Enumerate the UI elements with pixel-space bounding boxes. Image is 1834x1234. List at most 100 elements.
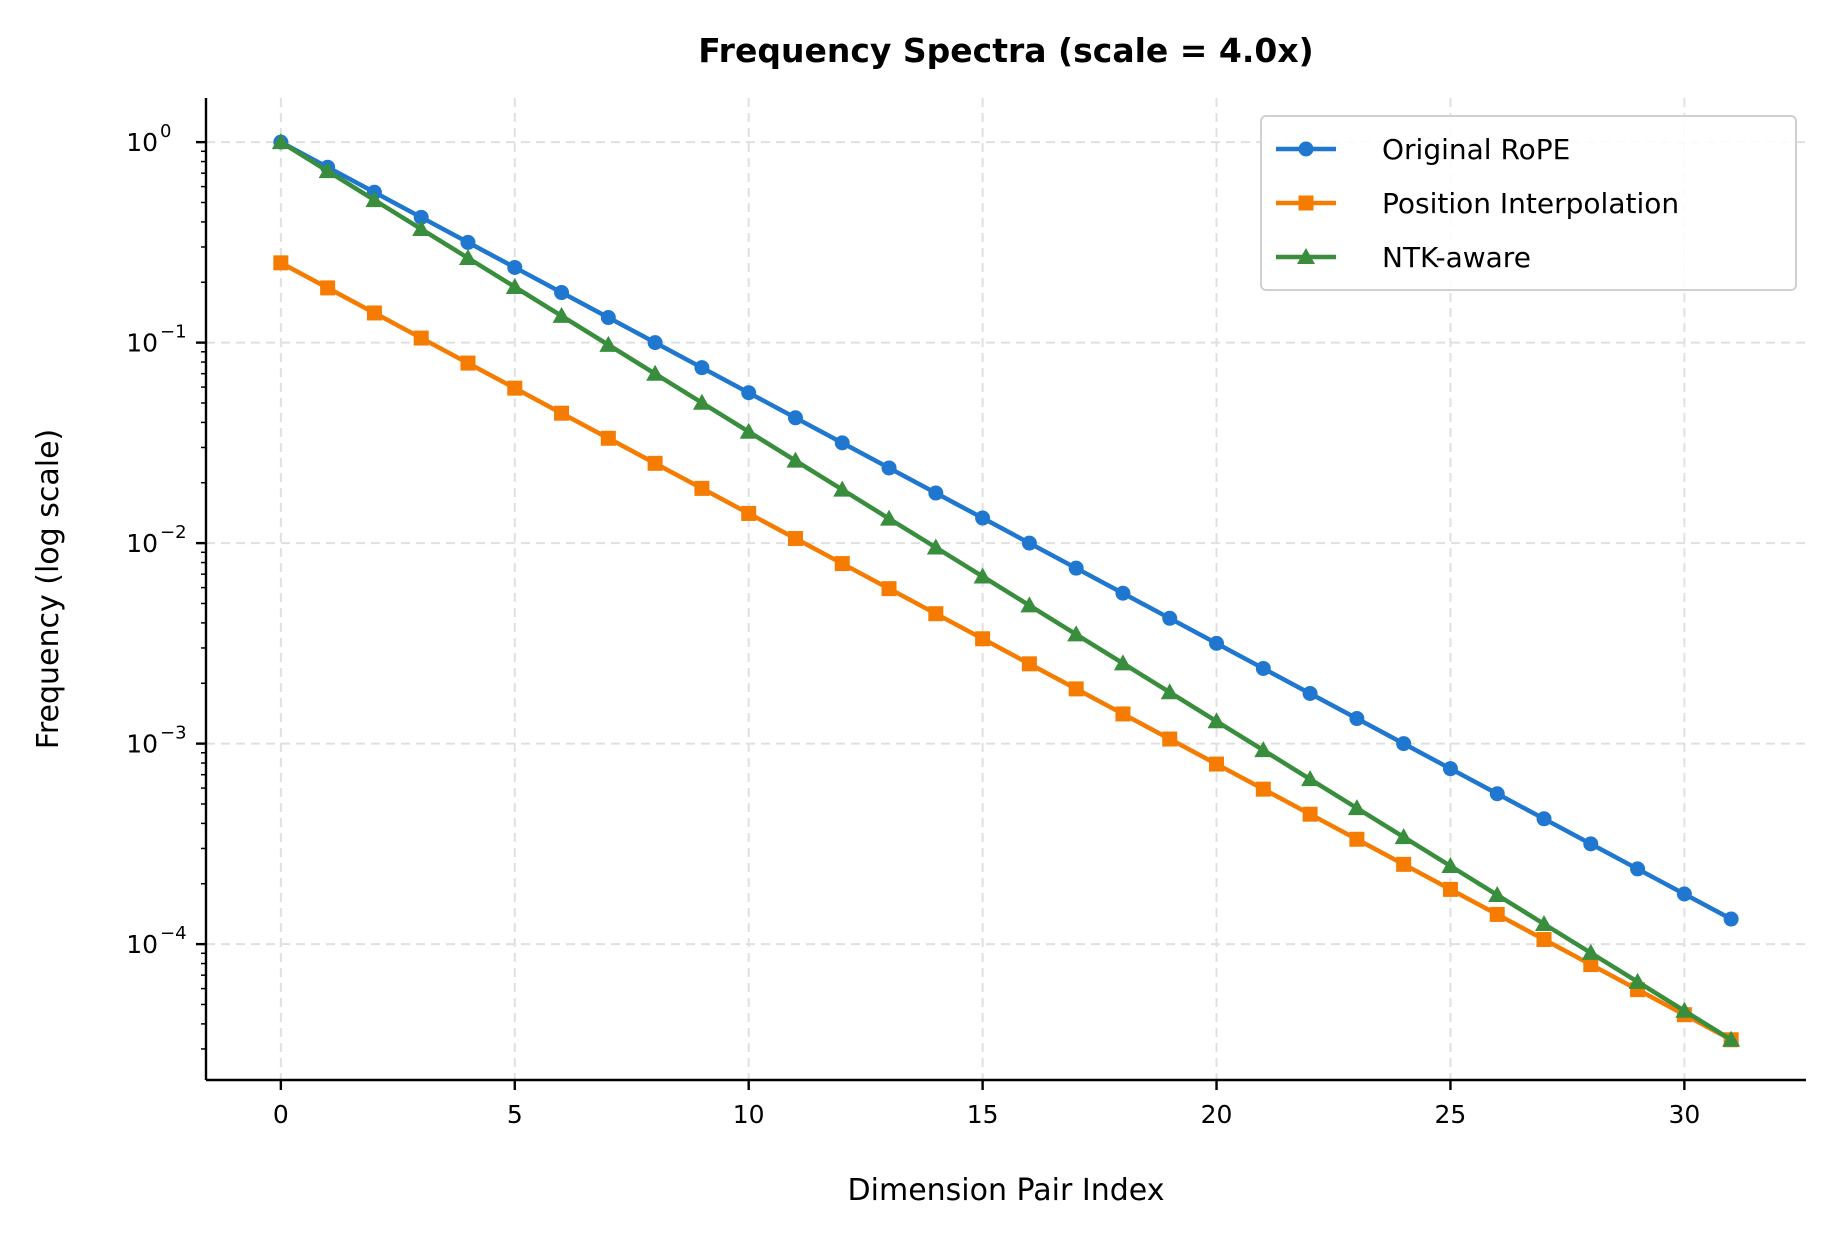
- data-point: [1536, 932, 1552, 948]
- data-point: [741, 385, 757, 401]
- data-point: [881, 581, 897, 597]
- data-point: [975, 510, 991, 526]
- data-point: [1160, 683, 1179, 700]
- data-point: [1722, 1030, 1741, 1047]
- legend-item: NTK-aware: [1276, 241, 1531, 274]
- data-point: [413, 209, 429, 225]
- data-point: [365, 191, 384, 208]
- series-group: [271, 133, 1741, 1048]
- data-point: [1396, 856, 1412, 872]
- data-point: [1255, 781, 1271, 797]
- legend-marker: [1298, 141, 1314, 157]
- x-tick-label: 5: [507, 1100, 523, 1129]
- data-point: [1349, 831, 1365, 847]
- data-point: [1209, 635, 1225, 651]
- data-point: [1675, 1001, 1694, 1018]
- grid: [206, 98, 1806, 1080]
- data-point: [1021, 535, 1037, 551]
- data-point: [1115, 585, 1131, 601]
- x-tick-label: 0: [273, 1100, 289, 1129]
- series-line: [279, 140, 1733, 921]
- data-point: [318, 162, 337, 179]
- x-tick-label: 25: [1435, 1100, 1467, 1129]
- data-point: [787, 410, 803, 426]
- legend-label: NTK-aware: [1382, 241, 1531, 274]
- data-point: [460, 355, 476, 371]
- data-point: [1209, 756, 1225, 772]
- series-position-interpolation: [273, 255, 1739, 1048]
- data-point: [973, 567, 992, 584]
- data-point: [413, 330, 429, 346]
- data-point: [834, 556, 850, 572]
- x-tick-label: 30: [1668, 1100, 1700, 1129]
- y-tick-label: 10: [126, 128, 158, 157]
- data-point: [647, 455, 663, 471]
- data-point: [1021, 656, 1037, 672]
- data-point: [1535, 914, 1554, 931]
- data-point: [554, 285, 570, 301]
- data-point: [1020, 596, 1039, 613]
- data-point: [880, 509, 899, 526]
- legend-box: [1260, 115, 1797, 291]
- data-point: [1583, 957, 1599, 973]
- legend-label: Position Interpolation: [1382, 187, 1679, 220]
- data-point: [1723, 911, 1739, 927]
- data-point: [1628, 972, 1647, 989]
- data-point: [366, 305, 382, 321]
- data-point: [1207, 712, 1226, 729]
- data-point: [1489, 906, 1505, 922]
- data-point: [833, 480, 852, 497]
- data-point: [1068, 681, 1084, 697]
- y-tick-exponent: −2: [160, 522, 187, 543]
- data-point: [271, 133, 290, 150]
- y-tick-label: 10: [126, 930, 158, 959]
- y-tick-label: 10: [126, 730, 158, 759]
- data-point: [692, 393, 711, 410]
- data-point: [600, 310, 616, 326]
- data-point: [600, 430, 616, 446]
- y-tick-exponent: −3: [160, 723, 187, 744]
- data-point: [1162, 731, 1178, 747]
- y-tick-exponent: −4: [160, 923, 187, 944]
- data-point: [1442, 881, 1458, 897]
- data-point: [320, 280, 336, 296]
- data-point: [460, 234, 476, 250]
- y-tick-exponent: 0: [160, 121, 171, 142]
- data-point: [1302, 806, 1318, 822]
- data-point: [1347, 799, 1366, 816]
- data-point: [554, 405, 570, 421]
- legend-label: Original RoPE: [1382, 133, 1570, 166]
- data-point: [599, 335, 618, 352]
- data-point: [1442, 761, 1458, 777]
- legend-item: Position Interpolation: [1276, 187, 1679, 220]
- data-point: [552, 306, 571, 323]
- data-point: [1068, 560, 1084, 576]
- data-point: [1441, 857, 1460, 874]
- series-ntk-aware: [271, 133, 1741, 1047]
- y-tick-label: 10: [126, 329, 158, 358]
- data-point: [926, 538, 945, 555]
- data-point: [881, 460, 897, 476]
- data-point: [1676, 886, 1692, 902]
- data-point: [1162, 610, 1178, 626]
- data-point: [1115, 706, 1131, 722]
- data-point: [928, 485, 944, 501]
- data-point: [273, 255, 289, 271]
- data-point: [1113, 654, 1132, 671]
- legend-item: Original RoPE: [1276, 133, 1570, 166]
- series-line: [279, 260, 1733, 1042]
- data-point: [741, 505, 757, 521]
- data-point: [928, 606, 944, 622]
- legend: Original RoPE Position Interpolation NTK-a…: [1260, 115, 1797, 291]
- chart-title: Frequency Spectra (scale = 4.0x): [698, 31, 1313, 70]
- data-point: [1394, 828, 1413, 845]
- data-point: [646, 364, 665, 381]
- data-point: [505, 277, 524, 294]
- data-point: [507, 259, 523, 275]
- data-point: [739, 422, 758, 439]
- data-point: [786, 451, 805, 468]
- data-point: [694, 480, 710, 496]
- y-tick-exponent: −1: [160, 322, 187, 343]
